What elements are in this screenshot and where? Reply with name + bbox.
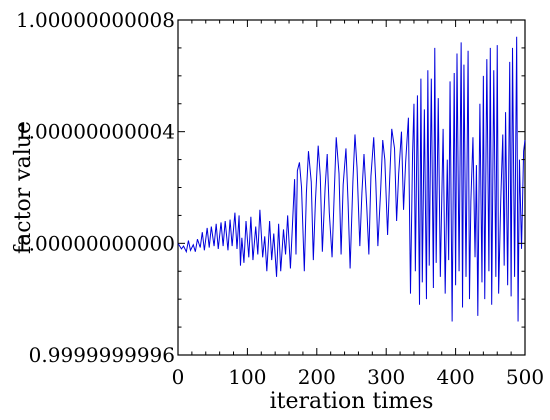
x-tick-label: 300 bbox=[367, 365, 405, 389]
series-line-0 bbox=[177, 36, 526, 322]
plot-frame bbox=[177, 19, 526, 356]
series-layer bbox=[177, 36, 526, 322]
tick-labels-layer: 0 100 200 300 400 500 0.9999999996 1.0000000000… bbox=[16, 8, 544, 389]
y-tick-label: 0.9999999996 bbox=[29, 343, 175, 367]
x-tick-label: 100 bbox=[228, 365, 266, 389]
plot-area bbox=[177, 19, 526, 356]
y-tick-label: 1.00000000000 bbox=[16, 231, 175, 255]
y-tick-label: 1.00000000008 bbox=[16, 8, 175, 32]
x-tick-label: 200 bbox=[298, 365, 336, 389]
x-tick-label: 500 bbox=[506, 365, 544, 389]
y-axis-label: factor value bbox=[11, 121, 36, 254]
ticks-layer bbox=[177, 19, 526, 356]
x-axis-label: iteration times bbox=[270, 389, 434, 414]
y-tick-label: 1.00000000004 bbox=[16, 120, 175, 144]
x-tick-label: 0 bbox=[172, 365, 185, 389]
x-tick-label: 400 bbox=[437, 365, 475, 389]
